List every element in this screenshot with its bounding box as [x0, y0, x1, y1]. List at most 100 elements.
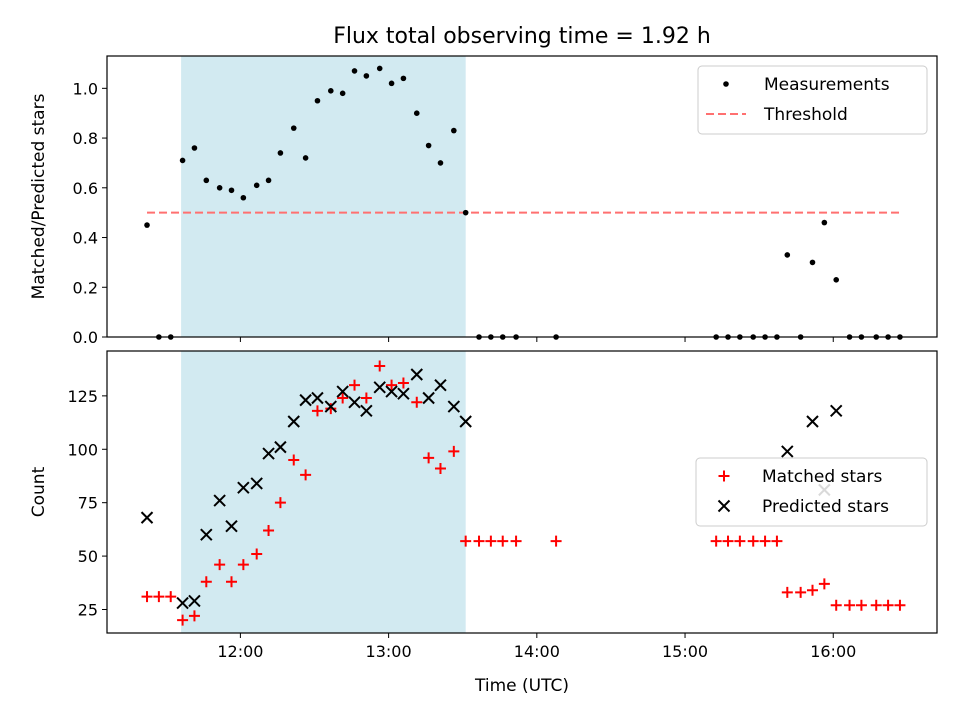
- axes-ticks: [102, 87, 834, 638]
- measurement-point: [339, 90, 346, 97]
- predicted-star-marker: [348, 396, 361, 409]
- observing-span-shade: [181, 351, 466, 633]
- matched-star-marker: [510, 535, 522, 547]
- predicted-star-marker: [225, 519, 238, 533]
- legend-marker-predicted: [717, 499, 731, 513]
- y-tick-label: 0.8: [73, 129, 98, 148]
- matched-star-marker: [300, 469, 312, 481]
- matched-star-marker: [226, 576, 237, 588]
- predicted-star-marker: [299, 393, 312, 407]
- y-tick-label: 50: [78, 547, 98, 566]
- predicted-star-marker: [176, 596, 189, 610]
- matched-star-marker: [434, 463, 446, 474]
- measurement-point: [833, 277, 840, 283]
- axis-labels: 0.0 0.2 0.4 0.6 0.8 1.0 Matched/Predicted star…: [29, 79, 856, 661]
- matched-star-marker: [251, 548, 263, 560]
- predicted-star-marker: [200, 528, 213, 541]
- x-tick-label: 13:00: [366, 642, 412, 661]
- matched-star-marker: [759, 535, 771, 547]
- predicted-star-marker: [459, 415, 472, 428]
- predicted-star-marker: [781, 445, 794, 458]
- legends: Measurements Threshold Matched stars Predic…: [695, 65, 928, 527]
- matched-star-marker: [830, 599, 842, 611]
- matched-star-marker: [288, 454, 300, 466]
- predicted-star-marker: [311, 391, 324, 405]
- y-tick-label: 0.0: [73, 328, 98, 347]
- matched-star-marker: [214, 559, 226, 571]
- observing-span-shade: [181, 56, 466, 337]
- predicted-star-marker: [324, 400, 338, 413]
- matched-star-marker: [710, 535, 722, 547]
- measurement-point: [314, 97, 321, 104]
- matched-star-marker: [386, 379, 398, 391]
- matched-star-marker: [374, 360, 386, 372]
- matched-star-marker: [360, 392, 372, 404]
- measurement-point: [425, 142, 432, 149]
- measurement-point: [363, 73, 370, 79]
- measurement-point: [253, 182, 260, 189]
- measurement-point: [228, 187, 235, 194]
- measurement-point: [351, 68, 358, 74]
- measurement-point: [302, 155, 309, 161]
- matched-star-marker: [781, 586, 793, 598]
- predicted-star-marker: [262, 447, 275, 460]
- y-tick-label: 0.2: [73, 278, 98, 297]
- y-axis-label: Matched/Predicted stars: [29, 93, 49, 299]
- y-tick-label: 25: [78, 601, 98, 620]
- predicted-star-marker: [274, 440, 287, 454]
- legend-label: Measurements: [764, 75, 890, 95]
- matched-star-marker: [795, 586, 807, 598]
- measurement-point: [462, 209, 469, 216]
- legend-label: Predicted stars: [762, 497, 889, 517]
- predicted-star-marker: [237, 481, 250, 494]
- legend-box: [697, 65, 928, 135]
- measurement-point: [203, 177, 210, 184]
- measurement-point: [821, 219, 828, 226]
- y-tick-label: 100: [67, 440, 98, 459]
- matched-star-marker: [844, 599, 856, 611]
- measurement-point: [290, 125, 297, 131]
- predicted-star-marker: [385, 385, 398, 398]
- x-tick-label: 16:00: [810, 642, 856, 661]
- measurement-point: [388, 80, 395, 87]
- predicted-star-marker: [140, 511, 154, 524]
- measurement-point: [179, 157, 186, 164]
- matched-star-marker: [423, 452, 435, 464]
- axes-frame: [106, 55, 938, 338]
- matched-star-marker: [485, 535, 497, 547]
- matched-star-marker: [177, 614, 189, 626]
- matched-star-marker: [771, 535, 783, 547]
- predicted-star-marker: [188, 594, 201, 608]
- matched-star-marker: [722, 535, 734, 547]
- axes-frames: [106, 55, 938, 634]
- matched-star-marker: [141, 591, 153, 603]
- predicted-star-marker: [360, 404, 373, 418]
- measurement-point: [400, 75, 407, 82]
- measurement-point: [413, 110, 420, 116]
- measurement-point: [277, 150, 284, 156]
- axes-frame: [106, 350, 938, 634]
- x-tick-label: 15:00: [662, 642, 708, 661]
- matched-star-marker: [188, 610, 200, 622]
- measurement-point: [784, 252, 791, 258]
- matched-star-marker: [855, 599, 867, 611]
- matched-star-marker: [497, 535, 509, 547]
- y-tick-label: 0.6: [73, 179, 98, 198]
- matched-star-marker: [473, 535, 485, 547]
- matched-star-marker: [747, 535, 759, 547]
- predicted-star-marker: [410, 368, 423, 381]
- matched-star-marker: [337, 392, 349, 404]
- measurement-point: [451, 127, 457, 134]
- legend-box: [695, 457, 928, 527]
- matched-star-marker: [807, 584, 818, 596]
- measurement-point: [191, 145, 198, 151]
- shaded-regions: [181, 56, 466, 633]
- measurement-point: [809, 259, 816, 266]
- measurement-point: [265, 177, 272, 184]
- legend-marker-measurements: [723, 81, 729, 87]
- predicted-star-marker: [806, 415, 819, 428]
- predicted-star-marker: [250, 477, 263, 490]
- matched-star-marker: [734, 535, 746, 547]
- y-axis-label: Count: [29, 466, 49, 517]
